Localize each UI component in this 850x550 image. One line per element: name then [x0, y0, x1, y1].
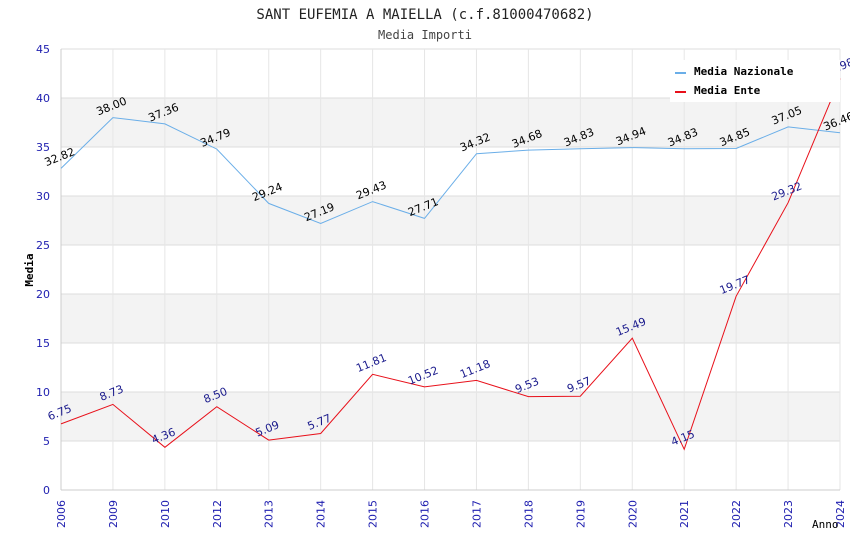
x-tick-label: 2014: [315, 500, 328, 528]
series-line-media-nazionale: [60, 117, 841, 225]
axes: [60, 49, 840, 491]
grid-band: [61, 392, 840, 441]
x-tick-label: 2023: [782, 500, 795, 528]
chart-subtitle: Media Importi: [378, 28, 472, 42]
series-lines: [60, 78, 841, 451]
x-tick-labels: 2006 2009 2010 2012 2013 2014 2015 2016 2017 2018…: [55, 500, 847, 528]
legend-label-media-ente: Media Ente: [694, 84, 761, 97]
y-axis-label: Media: [23, 253, 36, 286]
gridlines: [60, 48, 841, 491]
x-tick-label: 2015: [367, 500, 380, 528]
y-tick-label: 0: [43, 484, 50, 497]
y-tick-label: 10: [36, 386, 50, 399]
x-tick-label: 2022: [730, 500, 743, 528]
x-tick-label: 2021: [678, 500, 691, 528]
series-line-media-ente: [60, 78, 841, 451]
y-tick-label: 35: [36, 141, 50, 154]
legend: Media Nazionale Media Ente: [670, 60, 840, 102]
y-tick-label: 5: [43, 435, 50, 448]
x-tick-label: 2019: [574, 500, 587, 528]
chart-title: SANT EUFEMIA A MAIELLA (c.f.81000470682): [256, 7, 593, 23]
data-label: 19.77: [718, 273, 752, 297]
y-tick-label: 40: [36, 92, 50, 105]
data-label: 10.52: [406, 364, 440, 388]
y-tick-label: 25: [36, 239, 50, 252]
x-tick-label: 2012: [211, 500, 224, 528]
x-tick-label: 2010: [159, 500, 172, 528]
x-tick-label: 2016: [419, 500, 432, 528]
legend-label-media-nazionale: Media Nazionale: [694, 65, 794, 78]
y-tick-label: 30: [36, 190, 50, 203]
grid-band: [61, 294, 840, 343]
x-tick-label: 2020: [626, 500, 639, 528]
background-bands: [61, 98, 840, 441]
x-tick-label: 2009: [107, 500, 120, 528]
x-tick-label: 2006: [55, 500, 68, 528]
legend-background: [670, 60, 840, 102]
grid-band: [61, 196, 840, 245]
y-tick-label: 15: [36, 337, 50, 350]
x-tick-label: 2013: [263, 500, 276, 528]
x-tick-label: 2018: [522, 500, 535, 528]
x-tick-label: 2017: [470, 500, 483, 528]
x-tick-label: 2024: [834, 500, 847, 528]
y-tick-label: 20: [36, 288, 50, 301]
grid-band: [61, 98, 840, 147]
data-label: 11.81: [354, 351, 388, 375]
x-axis-label: Anno: [812, 518, 839, 531]
y-tick-labels: 0 5 10 15 20 25 30 35 40 45: [36, 43, 50, 497]
y-tick-label: 45: [36, 43, 50, 56]
data-label: 11.18: [458, 357, 492, 381]
